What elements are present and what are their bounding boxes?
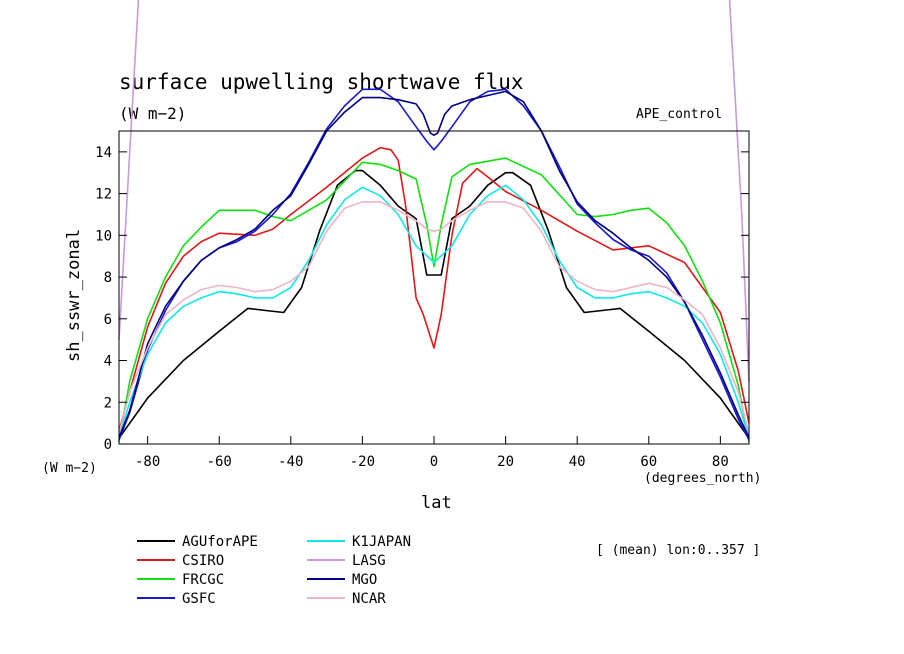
series-line-ncar — [118, 201, 750, 434]
x-axis: -80 -60 -40 -20 0 20 40 60 80 — [135, 436, 729, 470]
x-tick-label: 40 — [569, 454, 586, 470]
series-line-lasg — [118, 0, 140, 340]
x-tick-label: 80 — [712, 454, 729, 470]
y-tick-label: 0 — [104, 437, 112, 453]
x-tick-label: -60 — [207, 454, 232, 470]
y-tick-label: 12 — [95, 187, 112, 203]
legend-label: NCAR — [352, 591, 386, 607]
series-line-k1japan — [118, 184, 750, 438]
series-line-mgo — [118, 90, 750, 439]
x-tick-label: 0 — [430, 454, 438, 470]
x-tick-label: -20 — [350, 454, 375, 470]
x-axis-label: lat — [421, 493, 452, 513]
y-tick-label: 6 — [104, 312, 112, 328]
legend-label: LASG — [352, 553, 386, 569]
series-lines — [118, 0, 750, 443]
x-axis-units: (degrees_north) — [644, 471, 761, 486]
series-line-aguforape — [120, 169, 748, 437]
y-axis: 0 2 4 6 8 10 12 14 — [95, 145, 749, 453]
run-tag: APE_control — [636, 107, 722, 122]
y-axis-label: sh_sswr_zonal — [64, 229, 84, 362]
y-tick-label: 10 — [95, 228, 112, 244]
series-line-frcgc — [118, 157, 750, 443]
x-tick-label: 20 — [497, 454, 514, 470]
legend: AGUforAPE CSIRO FRCGC GSFC K1JAPAN LASG MGO NCA… — [137, 534, 411, 607]
legend-label: K1JAPAN — [352, 534, 411, 550]
y-tick-label: 8 — [104, 270, 112, 286]
y-axis-units: (W m−2) — [42, 461, 97, 476]
y-tick-label: 2 — [104, 395, 112, 411]
chart-title: surface upwelling shortwave flux — [119, 70, 524, 94]
mean-note: [ (mean) lon:0..357 ] — [596, 543, 760, 558]
x-tick-label: -80 — [135, 454, 160, 470]
legend-label: FRCGC — [182, 572, 224, 588]
legend-label: GSFC — [182, 591, 216, 607]
y-tick-label: 4 — [104, 354, 112, 370]
series-line-lasg-north — [728, 0, 750, 382]
series-line-csiro — [118, 146, 750, 432]
chart-units: (W m−2) — [119, 104, 186, 123]
y-tick-label: 14 — [95, 145, 112, 161]
x-tick-label: -40 — [278, 454, 303, 470]
legend-label: AGUforAPE — [182, 534, 258, 550]
legend-label: CSIRO — [182, 553, 224, 569]
x-tick-label: 60 — [640, 454, 657, 470]
legend-label: MGO — [352, 572, 377, 588]
